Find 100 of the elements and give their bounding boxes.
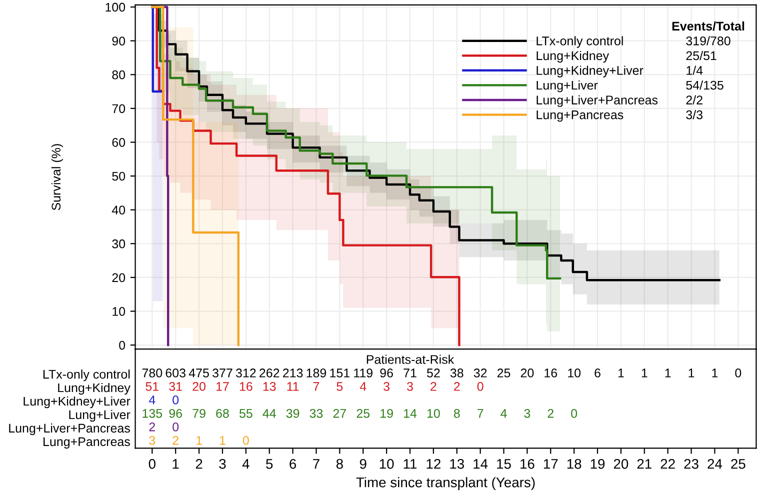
x-tick-label: 18 <box>567 458 582 469</box>
y-tick-label: Lung+Pancreas <box>44 437 130 449</box>
data-label: 71 <box>404 368 416 378</box>
y-tick-label: 100 <box>106 2 126 12</box>
data-label: 135 <box>142 408 162 418</box>
data-label: 0 <box>735 368 742 378</box>
data-label: 475 <box>188 368 209 378</box>
y-tick-label: LTx-only control <box>43 370 130 382</box>
x-tick-label: 16 <box>520 458 534 469</box>
x-tick-label: 21 <box>637 458 652 469</box>
chart-title: Patients-at-Risk <box>366 354 454 364</box>
data-label: 1 <box>665 368 671 378</box>
data-label: 19 <box>380 408 393 418</box>
data-label: 2 <box>430 382 436 391</box>
data-label: 0 <box>172 396 179 404</box>
y-tick-label: 90 <box>112 36 126 46</box>
data-label: 20 <box>520 368 534 378</box>
data-label: 44 <box>262 409 276 418</box>
y-tick-label: Lung+Kidney <box>58 382 130 395</box>
data-label: 16 <box>544 368 558 378</box>
data-label: 20 <box>192 382 206 391</box>
y-tick-label: 20 <box>112 273 126 282</box>
annotation: 54/135 <box>686 80 724 90</box>
x-tick-label: 9 <box>360 458 366 469</box>
data-label: 8 <box>454 408 460 418</box>
x-tick-label: 23 <box>684 458 698 469</box>
data-label: 1 <box>712 368 718 378</box>
y-tick-label: 60 <box>112 138 126 147</box>
legend-label: Lung+Pancreas <box>536 110 624 122</box>
data-label: 11 <box>287 382 299 391</box>
x-tick-label: 24 <box>708 458 722 469</box>
annotation: 3/3 <box>686 110 702 120</box>
data-label: 33 <box>310 408 323 418</box>
data-label: 603 <box>166 368 186 378</box>
data-label: 1 <box>196 436 202 445</box>
x-tick-label: 15 <box>497 459 511 469</box>
data-label: 1 <box>618 368 624 378</box>
data-label: 52 <box>426 368 440 378</box>
data-label: 31 <box>169 382 182 391</box>
data-label: 7 <box>313 382 320 391</box>
data-label: 55 <box>239 409 252 418</box>
x-tick-label: 11 <box>404 459 417 469</box>
data-label: 151 <box>330 368 350 378</box>
data-label: 10 <box>568 368 581 378</box>
data-label: 25 <box>497 368 510 378</box>
x-tick-label: 5 <box>266 459 273 469</box>
data-label: 39 <box>286 408 300 418</box>
data-label: 96 <box>169 408 182 418</box>
data-label: 262 <box>260 368 280 378</box>
data-label: 3 <box>524 408 530 418</box>
annotation: 25/51 <box>686 50 716 60</box>
x-tick-label: 12 <box>426 458 440 469</box>
legend-label: Lung+Kidney <box>536 50 610 63</box>
data-label: 6 <box>594 368 600 378</box>
data-label: 96 <box>380 368 393 378</box>
x-tick-label: 25 <box>731 458 746 469</box>
x-tick-label: 8 <box>336 458 343 469</box>
data-label: 0 <box>172 422 179 432</box>
x-tick-label: 3 <box>219 458 226 469</box>
data-label: 0 <box>477 382 484 391</box>
data-label: 79 <box>192 408 206 418</box>
x-tick-label: 19 <box>590 458 605 469</box>
data-label: 16 <box>240 382 252 391</box>
x-tick-label: 6 <box>290 458 296 469</box>
data-label: 1 <box>642 368 648 378</box>
legend-label: Lung+Kidney+Liver <box>536 66 644 78</box>
data-label: 25 <box>356 408 370 418</box>
annotation: 319/780 <box>686 36 730 46</box>
y-tick-label: Lung+Kidney+Liver <box>24 396 130 408</box>
data-label: 7 <box>477 409 484 418</box>
legend-label: LTx-only control <box>536 36 623 48</box>
data-label: 17 <box>216 382 229 391</box>
data-label: 0 <box>242 436 249 445</box>
x-tick-label: 14 <box>474 459 488 469</box>
y-tick-label: 30 <box>112 239 126 248</box>
data-label: 38 <box>450 368 464 378</box>
data-label: 312 <box>236 368 256 378</box>
y-axis-title: Survival (%) <box>51 144 64 210</box>
y-tick-label: 80 <box>112 70 126 80</box>
data-label: 4 <box>148 396 156 404</box>
data-label: 2 <box>149 422 156 432</box>
data-label: 377 <box>212 368 232 378</box>
data-label: 51 <box>146 382 158 391</box>
data-label: 32 <box>474 368 487 378</box>
data-label: 5 <box>336 382 343 391</box>
data-label: 4 <box>500 409 507 418</box>
y-tick-label: Lung+Liver+Pancreas <box>9 423 130 436</box>
data-label: 2 <box>454 382 460 391</box>
data-label: 780 <box>142 368 162 378</box>
data-label: 68 <box>216 408 229 418</box>
y-tick-label: 70 <box>112 104 126 114</box>
data-label: 0 <box>571 408 578 418</box>
data-label: 189 <box>306 368 326 378</box>
x-tick-label: 4 <box>242 459 250 469</box>
data-label: 3 <box>384 382 390 391</box>
legend-title: Events/Total <box>672 21 744 31</box>
data-label: 2 <box>172 436 178 445</box>
x-tick-label: 20 <box>614 458 628 469</box>
x-tick-label: 0 <box>148 458 156 469</box>
x-tick-label: 7 <box>313 459 320 469</box>
